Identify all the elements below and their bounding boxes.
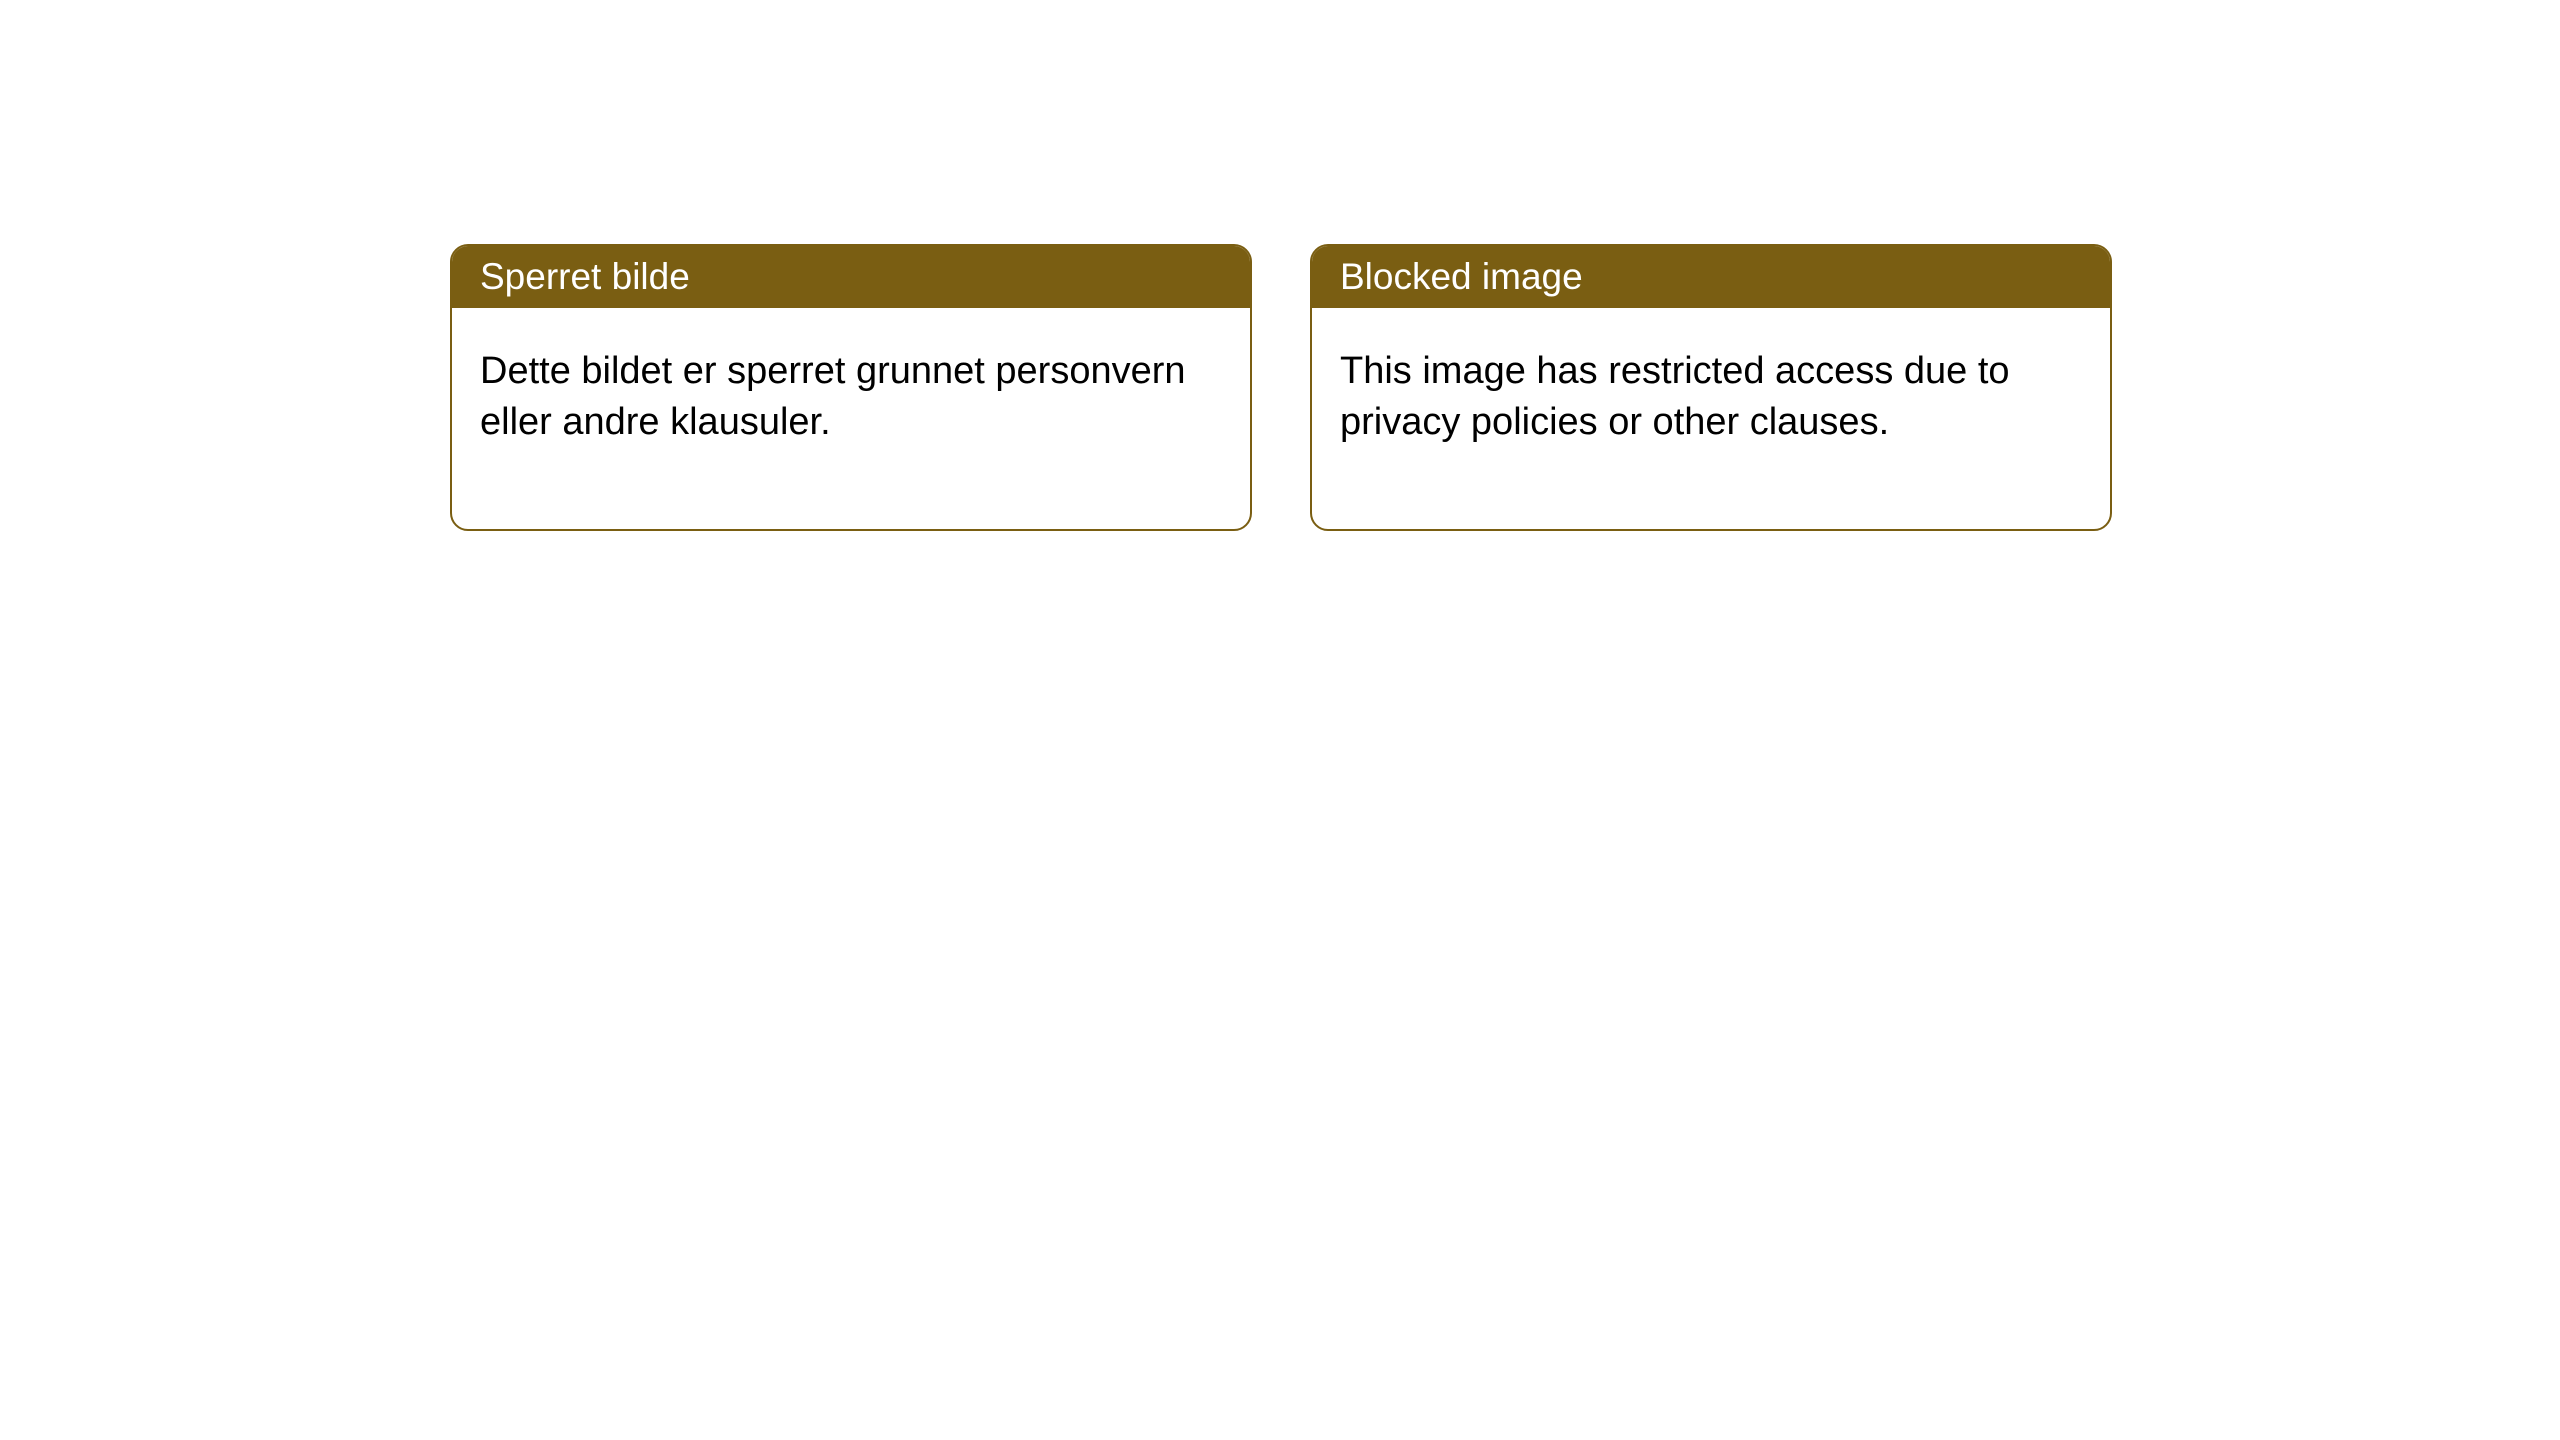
notice-card-english: Blocked image This image has restricted … [1310,244,2112,531]
notice-title: Sperret bilde [480,256,690,297]
notice-title: Blocked image [1340,256,1583,297]
notice-header: Blocked image [1312,246,2110,308]
notice-body: This image has restricted access due to … [1312,308,2110,529]
notice-card-norwegian: Sperret bilde Dette bildet er sperret gr… [450,244,1252,531]
notice-body-text: Dette bildet er sperret grunnet personve… [480,350,1186,443]
notice-body-text: This image has restricted access due to … [1340,350,2010,443]
notice-body: Dette bildet er sperret grunnet personve… [452,308,1250,529]
notice-container: Sperret bilde Dette bildet er sperret gr… [0,0,2560,531]
notice-header: Sperret bilde [452,246,1250,308]
